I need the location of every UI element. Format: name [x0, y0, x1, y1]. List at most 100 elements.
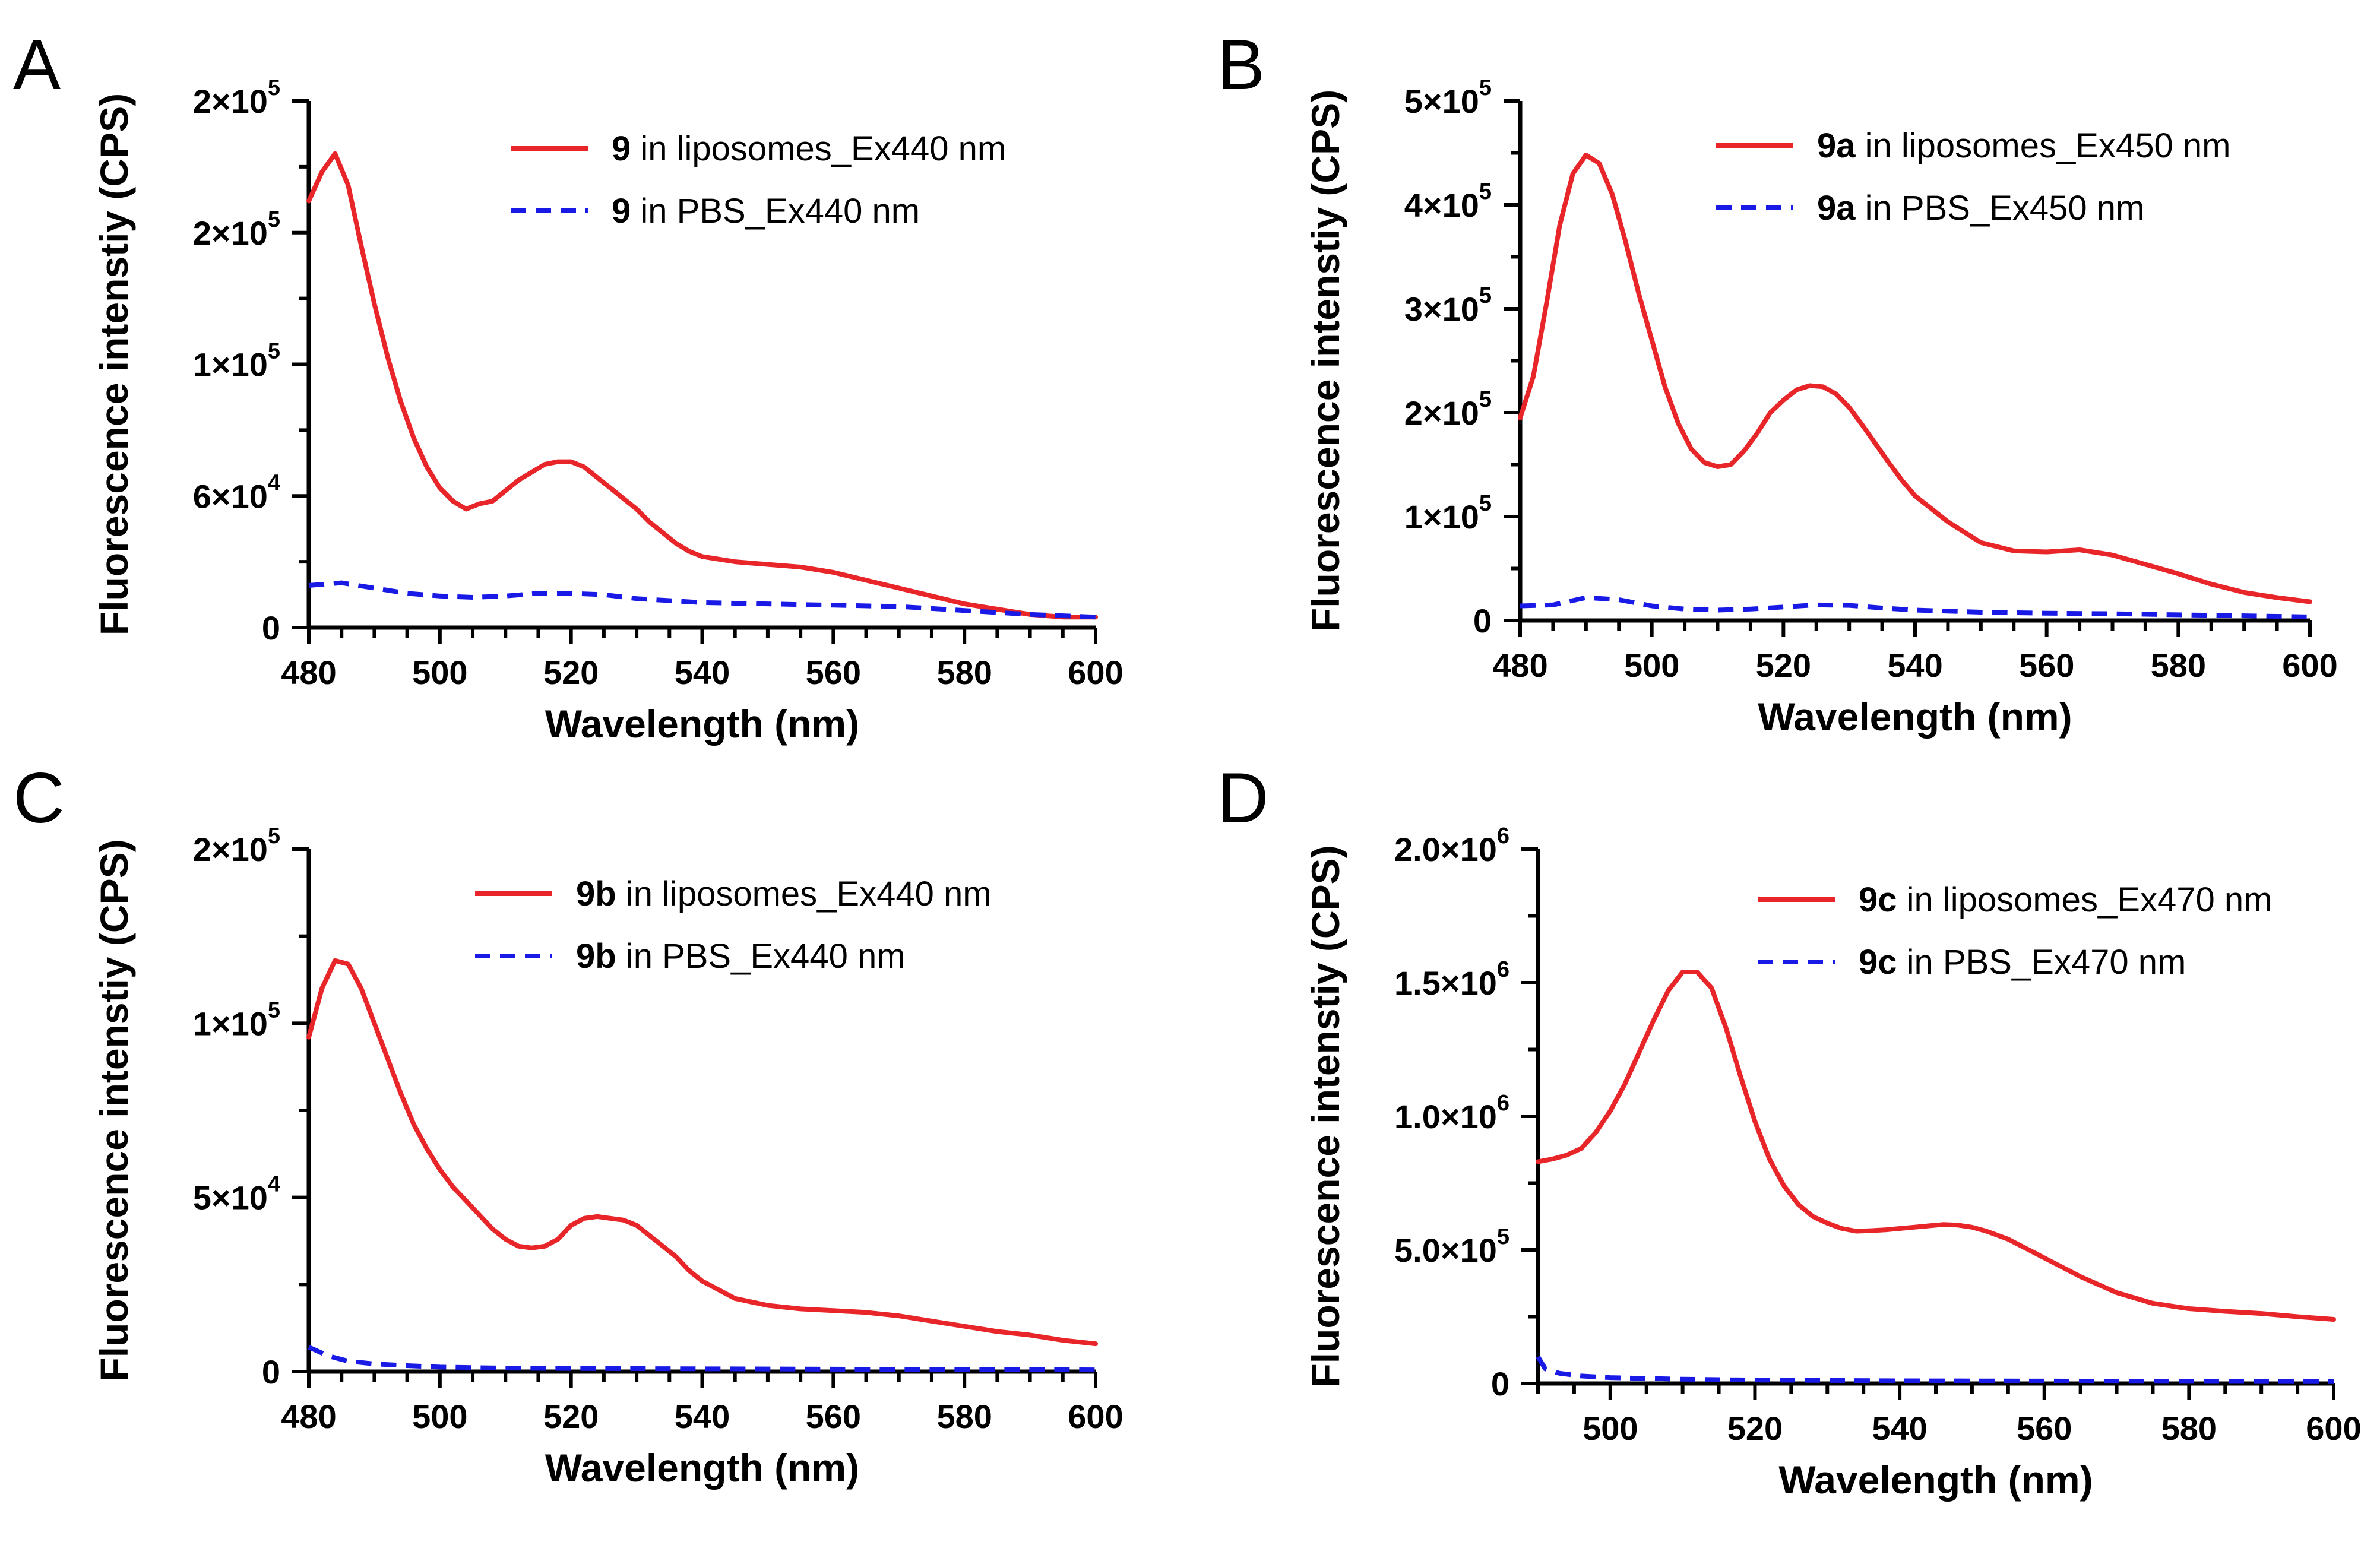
x-tick-label: 540	[1872, 1410, 1927, 1447]
y-tick-exponent: 5	[1479, 387, 1492, 412]
y-tick-base: 3×10	[1404, 290, 1479, 328]
y-tick-base: 2×10	[193, 83, 268, 120]
legend-entry: 9c in PBS_Ex470 nm	[1859, 943, 2186, 982]
legend-label: in PBS_Ex440 nm	[631, 192, 920, 230]
y-tick-label: 1×105	[193, 339, 280, 384]
x-tick-label: 560	[806, 654, 861, 691]
legend-label: in PBS_Ex440 nm	[616, 937, 906, 976]
y-tick-exponent: 6	[1497, 957, 1509, 982]
x-tick-label: 520	[1727, 1410, 1783, 1447]
series-line-pbs	[1536, 1355, 2334, 1384]
x-tick-label: 580	[936, 654, 992, 691]
y-tick-base: 1×10	[193, 346, 268, 384]
legend-compound: 9b	[576, 937, 616, 976]
legend-compound: 9a	[1817, 126, 1856, 165]
y-tick-base: 5×10	[193, 1179, 268, 1217]
y-tick-base: 5.0×10	[1394, 1231, 1497, 1269]
panel-letter: D	[1217, 758, 1269, 838]
y-tick-exponent: 5	[1479, 283, 1492, 308]
y-tick-exponent: 4	[268, 1172, 280, 1197]
series-line-liposomes	[1518, 153, 2312, 604]
y-tick-exponent: 4	[268, 470, 280, 495]
y-tick-exponent: 5	[268, 339, 280, 364]
y-axis-title: Fluorescence intenstiy (CPS)	[1303, 90, 1347, 632]
y-tick-label: 1×105	[1404, 491, 1492, 536]
x-tick-label: 480	[281, 1398, 336, 1435]
y-tick-exponent: 6	[1497, 1091, 1509, 1116]
legend-entry: 9c in liposomes_Ex470 nm	[1859, 881, 2272, 919]
x-axis-title: Wavelength (nm)	[545, 1446, 859, 1490]
x-axis-title: Wavelength (nm)	[1778, 1458, 2093, 1502]
x-axis-title: Wavelength (nm)	[1758, 695, 2072, 739]
y-tick-exponent: 5	[1479, 179, 1492, 204]
y-tick-label: 0	[262, 1353, 280, 1391]
y-tick-base: 1.5×10	[1394, 964, 1497, 1002]
y-tick-exponent: 5	[1479, 75, 1492, 100]
x-tick-label: 500	[412, 654, 467, 691]
y-tick-label: 1.0×106	[1394, 1091, 1509, 1135]
y-tick-label: 5.0×105	[1394, 1224, 1509, 1269]
y-tick-base: 2×10	[1404, 394, 1479, 432]
x-tick-label: 560	[2017, 1410, 2072, 1447]
y-tick-base: 0	[1473, 602, 1492, 639]
y-axis-title: Fluorescence intenstiy (CPS)	[92, 839, 136, 1381]
y-tick-exponent: 5	[268, 75, 280, 100]
panel-letter: C	[13, 758, 65, 838]
legend-label: in liposomes_Ex440 nm	[631, 129, 1006, 168]
legend-compound: 9	[612, 192, 631, 230]
series-line-liposomes	[306, 151, 1098, 620]
y-tick-label: 2×105	[193, 207, 280, 252]
y-tick-label: 5×104	[193, 1172, 280, 1217]
y-tick-label: 2×105	[193, 824, 280, 868]
y-tick-label: 2×105	[193, 75, 280, 120]
x-tick-label: 540	[675, 1398, 730, 1435]
y-tick-label: 1.5×106	[1394, 957, 1509, 1002]
y-tick-base: 1×10	[1404, 498, 1479, 536]
y-tick-exponent: 5	[1497, 1224, 1509, 1249]
y-axis-title: Fluorescence intenstiy (CPS)	[1303, 845, 1347, 1387]
chart-panel-d: D 500 520 540 560 580 600 0 5.0×105 1.0×106 1.5×10…	[1217, 758, 2362, 1502]
series-line-liposomes	[306, 958, 1098, 1347]
legend-label: in PBS_Ex470 nm	[1897, 943, 2186, 982]
x-tick-label: 520	[543, 654, 599, 691]
legend-label: in liposomes_Ex440 nm	[616, 875, 992, 913]
y-tick-label: 4×105	[1404, 179, 1492, 224]
y-tick-exponent: 5	[1479, 491, 1492, 516]
y-tick-label: 0	[1473, 602, 1492, 639]
legend-compound: 9a	[1817, 189, 1856, 227]
y-tick-exponent: 5	[268, 824, 280, 849]
x-tick-label: 560	[806, 1398, 861, 1435]
y-axis-title: Fluorescence intenstiy (CPS)	[92, 93, 136, 635]
x-axis-title: Wavelength (nm)	[545, 702, 859, 746]
x-tick-label: 600	[1068, 654, 1123, 691]
x-tick-label: 500	[1624, 647, 1679, 684]
legend-label: in PBS_Ex450 nm	[1856, 189, 2145, 227]
x-tick-label: 600	[2282, 647, 2337, 684]
x-tick-label: 500	[412, 1398, 467, 1435]
legend-entry: 9 in liposomes_Ex440 nm	[612, 129, 1006, 168]
legend-label: in liposomes_Ex450 nm	[1856, 126, 2231, 165]
y-tick-label: 0	[1491, 1365, 1509, 1402]
x-tick-label: 580	[936, 1398, 992, 1435]
x-tick-label: 560	[2019, 647, 2074, 684]
panel-letter: B	[1217, 25, 1265, 105]
y-tick-base: 4×10	[1404, 186, 1479, 224]
y-tick-base: 2.0×10	[1394, 831, 1497, 868]
x-tick-label: 480	[281, 654, 336, 691]
y-tick-base: 6×10	[193, 477, 268, 515]
y-tick-base: 0	[1491, 1365, 1509, 1402]
x-tick-label: 500	[1583, 1410, 1638, 1447]
legend-compound: 9b	[576, 875, 616, 913]
x-tick-label: 600	[1068, 1398, 1123, 1435]
y-tick-label: 0	[262, 609, 280, 647]
y-tick-base: 2×10	[193, 831, 268, 868]
series-line-pbs	[308, 1345, 1096, 1373]
y-tick-base: 0	[262, 1353, 280, 1391]
legend-entry: 9b in PBS_Ex440 nm	[576, 937, 906, 976]
y-tick-label: 1×105	[193, 998, 280, 1042]
legend-compound: 9c	[1859, 881, 1897, 919]
x-tick-label: 580	[2161, 1410, 2217, 1447]
x-tick-label: 600	[2306, 1410, 2361, 1447]
